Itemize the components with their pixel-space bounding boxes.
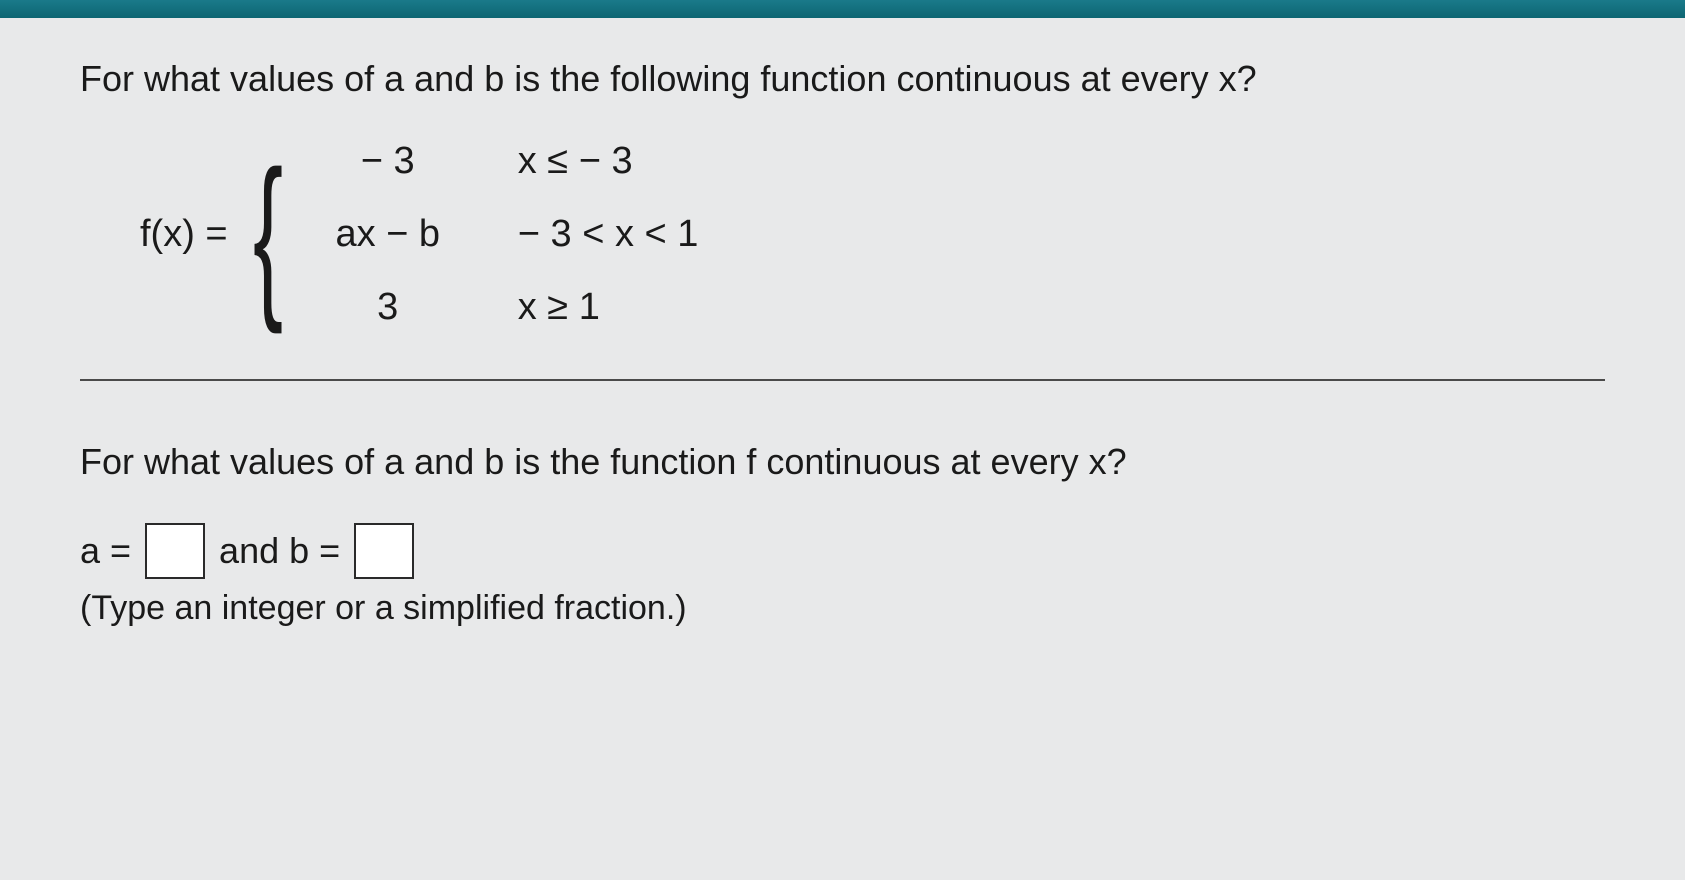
piecewise-cases: − 3 x ≤ − 3 ax − b − 3 < x < 1 3 x ≥ 1 — [318, 140, 699, 329]
sub-question-text: For what values of a and b is the functi… — [80, 441, 1605, 483]
case1-cond: x ≤ − 3 — [518, 140, 699, 183]
a-equals-label: a = — [80, 530, 131, 572]
input-hint: (Type an integer or a simplified fractio… — [80, 589, 1605, 628]
case2-cond: − 3 < x < 1 — [518, 213, 699, 256]
section-divider — [80, 379, 1605, 381]
left-brace: { — [253, 145, 283, 325]
answer-line: a = and b = — [80, 523, 1605, 579]
case1-expr: − 3 — [318, 140, 458, 183]
function-lhs: f(x) = — [140, 213, 228, 256]
a-input[interactable] — [145, 523, 205, 579]
top-accent-bar — [0, 0, 1685, 18]
problem-container: For what values of a and b is the follow… — [0, 18, 1685, 880]
b-input[interactable] — [354, 523, 414, 579]
question-text: For what values of a and b is the follow… — [80, 58, 1605, 100]
and-b-equals-label: and b = — [219, 530, 340, 572]
case3-cond: x ≥ 1 — [518, 286, 699, 329]
case2-expr: ax − b — [318, 213, 458, 256]
piecewise-function: f(x) = { − 3 x ≤ − 3 ax − b − 3 < x < 1 … — [140, 140, 1605, 329]
case3-expr: 3 — [318, 286, 458, 329]
